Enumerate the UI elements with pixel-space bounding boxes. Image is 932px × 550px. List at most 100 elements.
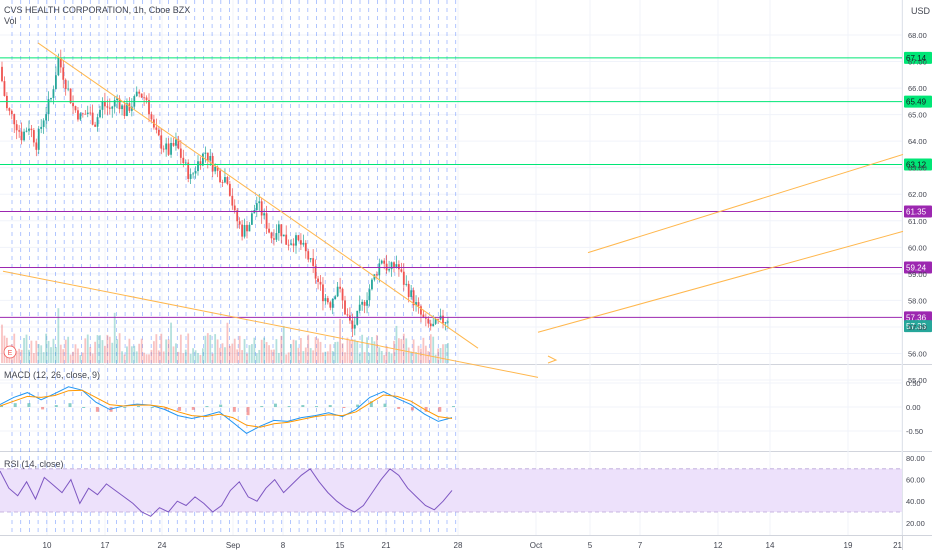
volume-bar	[292, 339, 295, 363]
volume-bar	[55, 347, 57, 363]
candle-body	[130, 106, 133, 111]
macd-histogram-bar	[150, 407, 154, 408]
candle-body	[32, 130, 35, 143]
volume-bar	[94, 341, 96, 363]
candle-body	[326, 298, 329, 303]
macd-histogram-bar	[273, 403, 277, 407]
macd-histogram-bar	[246, 407, 250, 416]
candle-body	[429, 323, 432, 327]
candle-body	[55, 75, 57, 90]
volume-bar	[199, 354, 202, 363]
candle-body	[157, 129, 160, 136]
candle-body	[106, 106, 109, 108]
macd-histogram-bar	[315, 406, 319, 408]
volume-bar	[18, 348, 21, 363]
volume-bar	[91, 353, 94, 363]
candle-body	[417, 302, 420, 307]
volume-bar	[106, 334, 109, 363]
macd-histogram-bar	[41, 407, 45, 410]
volume-bar	[86, 334, 89, 363]
volume-bar	[128, 338, 131, 363]
candle-body	[238, 221, 241, 225]
volume-bar	[287, 352, 290, 363]
candle-body	[89, 112, 92, 114]
candle-body	[447, 321, 449, 323]
candle-body	[197, 161, 199, 172]
volume-bar	[135, 351, 138, 363]
candle-body	[300, 240, 302, 245]
candle-body	[216, 166, 219, 171]
candle-body	[165, 143, 168, 150]
candle-body	[140, 93, 143, 98]
candle-body	[59, 57, 62, 68]
candle-body	[47, 99, 50, 115]
volume-bar	[378, 347, 381, 363]
volume-bar	[118, 333, 121, 363]
macd-histogram-bar	[342, 407, 346, 408]
candle-body	[329, 302, 332, 308]
volume-bar	[236, 349, 239, 363]
volume-bar	[133, 345, 136, 363]
volume-bar	[99, 335, 101, 363]
volume-bar	[175, 343, 177, 363]
candle-body	[280, 224, 283, 237]
volume-bar	[437, 348, 439, 363]
volume-bar	[380, 351, 383, 363]
macd-histogram-bar	[68, 403, 72, 407]
volume-bar	[302, 351, 305, 363]
volume-bar	[349, 340, 351, 363]
candle-body	[395, 264, 398, 267]
candle-body	[13, 114, 16, 125]
volume-bar	[314, 337, 317, 363]
volume-bar	[182, 353, 185, 363]
level-price-label: 61.35	[906, 207, 927, 216]
x-tick-label: 21	[382, 541, 391, 550]
volume-bar	[42, 352, 45, 363]
candle-body	[285, 234, 288, 245]
volume-bar	[317, 338, 319, 363]
candle-body	[304, 242, 307, 252]
candle-body	[72, 103, 74, 107]
volume-bar	[192, 348, 194, 363]
candle-body	[402, 271, 405, 285]
candle-body	[349, 315, 351, 321]
candle-body	[353, 324, 356, 329]
volume-bar	[57, 308, 60, 363]
candle-body	[104, 101, 106, 107]
candle-body	[228, 183, 231, 196]
volume-bar	[361, 334, 364, 363]
candle-body	[277, 224, 280, 234]
currency-label: USD	[911, 6, 931, 16]
volume-bar	[15, 350, 18, 363]
volume-bar	[410, 351, 413, 363]
volume-bar	[432, 336, 435, 363]
volume-bar	[231, 343, 234, 363]
candle-body	[424, 317, 427, 319]
volume-bar	[417, 345, 420, 363]
candle-body	[148, 99, 150, 115]
y-tick-label: 56.00	[908, 349, 927, 358]
arrow-head	[547, 355, 558, 364]
candle-body	[179, 148, 182, 158]
candle-body	[380, 260, 383, 264]
volume-bar	[246, 353, 248, 363]
volume-bar	[150, 349, 153, 363]
volume-bar	[336, 341, 339, 363]
volume-bar	[40, 345, 43, 363]
volume-bar	[167, 339, 170, 363]
candle-body	[317, 278, 319, 282]
signal-line	[0, 389, 453, 428]
candle-body	[415, 302, 417, 306]
candle-body	[231, 195, 234, 206]
volume-bar	[47, 340, 50, 363]
candle-body	[118, 98, 121, 110]
volume-bar	[162, 351, 165, 363]
volume-bar	[64, 339, 67, 363]
volume-bar	[358, 353, 361, 363]
volume-bar	[184, 349, 187, 363]
volume-bar	[216, 339, 219, 363]
candle-body	[123, 105, 126, 116]
candle-body	[52, 89, 55, 98]
candle-body	[94, 124, 96, 127]
